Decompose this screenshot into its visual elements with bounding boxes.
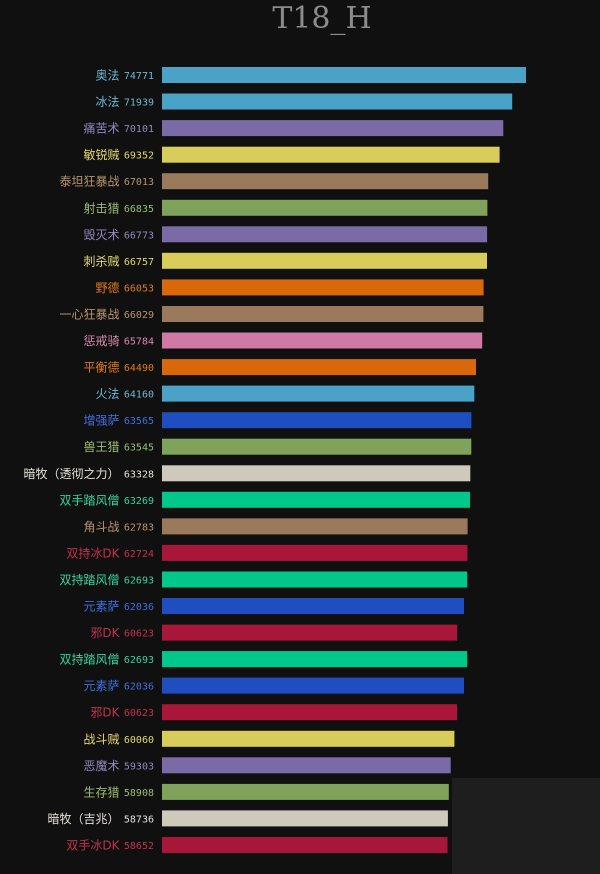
bar bbox=[162, 146, 500, 163]
bar-category-label: 惩戒骑 bbox=[83, 334, 119, 348]
bar-value-label: 66053 bbox=[124, 283, 154, 294]
bar-category-label: 邪DK bbox=[90, 706, 120, 720]
bar bbox=[162, 385, 475, 402]
bar-value-label: 62693 bbox=[124, 655, 154, 666]
bar-category-label: 冰法 bbox=[95, 95, 119, 109]
bar-category-label: 元素萨 bbox=[83, 679, 119, 693]
bar bbox=[162, 199, 488, 216]
bar bbox=[162, 544, 468, 561]
bar bbox=[162, 704, 458, 721]
bar bbox=[162, 491, 470, 508]
bar bbox=[162, 226, 488, 243]
bar-category-label: 生存猎 bbox=[83, 785, 119, 799]
bar-value-label: 66757 bbox=[124, 257, 154, 268]
bar-value-label: 58908 bbox=[124, 788, 154, 799]
bar-value-label: 63328 bbox=[124, 469, 154, 480]
bar-value-label: 63269 bbox=[124, 496, 154, 507]
bar bbox=[162, 252, 487, 269]
bar bbox=[162, 412, 472, 429]
bar-category-label: 泰坦狂暴战 bbox=[59, 175, 119, 189]
bar-category-label: 增强萨 bbox=[83, 414, 119, 428]
corner-overlay bbox=[452, 778, 600, 874]
bar bbox=[162, 332, 483, 349]
bar-category-label: 暗牧（透彻之力） bbox=[23, 466, 119, 481]
bar bbox=[162, 279, 484, 296]
bar-category-label: 元素萨 bbox=[83, 600, 119, 614]
bar-category-label: 敏锐贼 bbox=[83, 147, 119, 162]
bar bbox=[162, 173, 489, 190]
bar-value-label: 65784 bbox=[124, 337, 154, 348]
bar-category-label: 痛苦术 bbox=[83, 121, 119, 136]
bar-category-label: 双手冰DK bbox=[66, 839, 120, 853]
bar-value-label: 70101 bbox=[124, 124, 154, 135]
bar-category-label: 双持踏风僧 bbox=[59, 652, 119, 667]
bar-value-label: 59303 bbox=[124, 761, 154, 772]
bar bbox=[162, 518, 468, 535]
bar-category-label: 刺杀贼 bbox=[83, 253, 119, 268]
bar-value-label: 66029 bbox=[124, 310, 154, 321]
bar-category-label: 双持冰DK bbox=[66, 545, 120, 560]
bar bbox=[162, 677, 464, 694]
bar-value-label: 60060 bbox=[124, 735, 154, 746]
bar bbox=[162, 438, 472, 455]
chart-title: T18_H bbox=[272, 1, 371, 36]
bar-category-label: 一心狂暴战 bbox=[59, 308, 119, 322]
bar-category-label: 双手踏风僧 bbox=[59, 493, 119, 507]
bar bbox=[162, 730, 455, 747]
bar-category-label: 野德 bbox=[95, 280, 119, 295]
bar-value-label: 62783 bbox=[124, 522, 154, 533]
bar-category-label: 邪DK bbox=[90, 626, 120, 640]
bar-category-label: 角斗战 bbox=[83, 520, 119, 534]
bar-category-label: 火法 bbox=[95, 387, 119, 401]
bar bbox=[162, 810, 448, 827]
bar bbox=[162, 757, 451, 774]
bar-category-label: 双持踏风僧 bbox=[59, 572, 119, 587]
bar bbox=[162, 67, 526, 83]
bar-value-label: 58652 bbox=[124, 841, 154, 852]
bar-category-label: 平衡德 bbox=[83, 360, 119, 375]
bar bbox=[162, 465, 471, 482]
bar-value-label: 66835 bbox=[124, 204, 154, 215]
bar bbox=[162, 359, 476, 376]
bar bbox=[162, 571, 468, 588]
bar-value-label: 64160 bbox=[124, 390, 154, 401]
bar-value-label: 74771 bbox=[124, 71, 154, 82]
bar-value-label: 62036 bbox=[124, 602, 154, 613]
bar-value-label: 67013 bbox=[124, 177, 154, 188]
bar-value-label: 60623 bbox=[124, 708, 154, 719]
bar bbox=[162, 624, 458, 641]
bar-value-label: 71939 bbox=[124, 98, 154, 109]
bar-value-label: 66773 bbox=[124, 230, 154, 241]
bar-value-label: 64490 bbox=[124, 363, 154, 374]
bar-category-label: 暗牧（吉兆） bbox=[47, 811, 119, 826]
bar-value-label: 60623 bbox=[124, 629, 154, 640]
bar-value-label: 62724 bbox=[124, 549, 154, 560]
bar-category-label: 毁灭术 bbox=[83, 227, 119, 242]
bar bbox=[162, 120, 504, 137]
bar-value-label: 69352 bbox=[124, 151, 154, 162]
bar-category-label: 战斗贼 bbox=[83, 731, 119, 746]
bar bbox=[162, 837, 448, 853]
bar-category-label: 射击猎 bbox=[83, 200, 119, 215]
bar bbox=[162, 93, 513, 110]
bar bbox=[162, 598, 464, 614]
bar-category-label: 奥法 bbox=[95, 69, 119, 83]
bar bbox=[162, 783, 449, 800]
bar-category-label: 恶魔术 bbox=[83, 758, 119, 773]
bar-value-label: 63565 bbox=[124, 416, 154, 427]
bars-group: 74771 奥法 71939 冰法 70101 痛苦术 69352 敏锐贼 67013 泰坦狂暴战… bbox=[23, 67, 526, 853]
bar-value-label: 63545 bbox=[124, 443, 154, 454]
bar-category-label: 兽王猎 bbox=[83, 440, 119, 454]
bar-value-label: 62036 bbox=[124, 682, 154, 693]
bar bbox=[162, 306, 484, 322]
bar-value-label: 58736 bbox=[124, 814, 154, 825]
bar-value-label: 62693 bbox=[124, 576, 154, 587]
bar bbox=[162, 651, 468, 668]
